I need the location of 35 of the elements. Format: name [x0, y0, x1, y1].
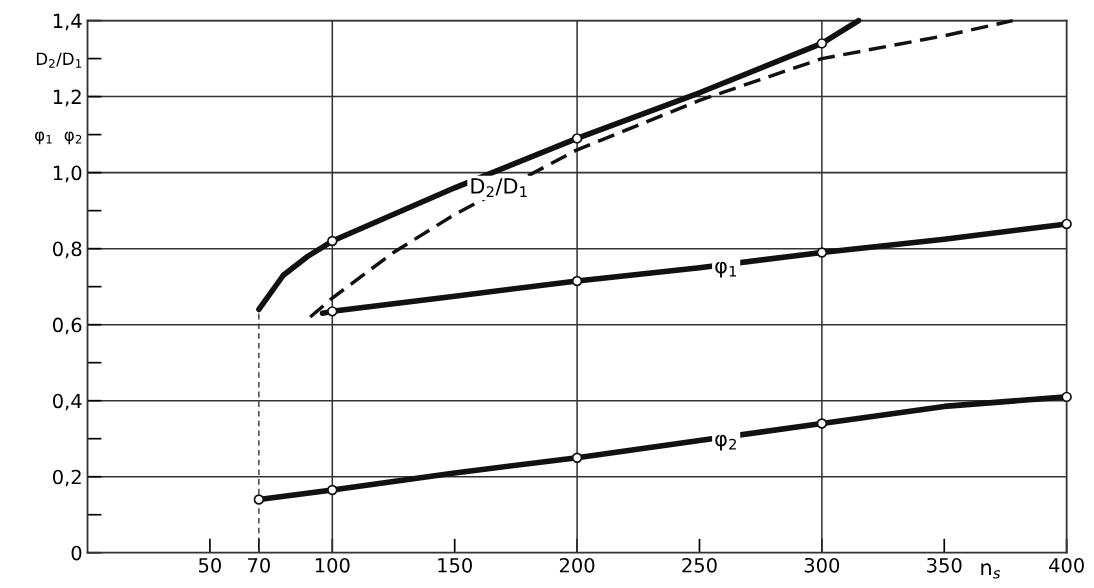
x-tick-label: 250	[682, 557, 717, 573]
series-label: D$_{2}$/D$_{1}$	[471, 178, 527, 197]
x-tick-label: 200	[559, 557, 595, 573]
point	[327, 306, 338, 317]
point	[816, 418, 828, 429]
y-tick-label: 0,4	[53, 393, 82, 411]
point	[571, 133, 583, 144]
series-label: φ$_{2}$	[715, 434, 736, 451]
x-tick-label: 70	[248, 557, 270, 573]
point	[1061, 218, 1072, 230]
y-tick-label: φ$_{1}$ φ$_{2}$	[35, 131, 82, 145]
y-tick-label: D$_{2}$/D$_{1}$	[36, 52, 82, 68]
x-tick-label: 50	[199, 557, 221, 573]
x-tick-label: 350	[927, 557, 962, 573]
y-tick-label: 0,8	[53, 241, 82, 259]
point	[816, 247, 828, 258]
point	[327, 484, 338, 496]
x-axis-title: n$_{s}$	[981, 563, 1001, 579]
x-tick-label: 150	[438, 557, 472, 573]
point	[816, 38, 828, 49]
x-tick-label: 100	[315, 557, 350, 573]
y-tick-label: 0,2	[53, 469, 81, 487]
series-label: φ$_{1}$	[715, 261, 737, 278]
x-tick-label: 300	[804, 557, 840, 573]
y-tick-label: 0,6	[53, 317, 82, 335]
y-tick-label: 1,0	[53, 165, 82, 183]
point	[1061, 391, 1072, 403]
point	[571, 275, 583, 287]
point	[571, 452, 583, 463]
point	[253, 494, 265, 505]
x-tick-label: 400	[1049, 557, 1084, 573]
y-tick-label: 1,4	[53, 13, 82, 31]
point	[327, 235, 338, 247]
y-tick-label: 0	[71, 545, 82, 561]
y-tick-label: 1,2	[53, 89, 81, 107]
